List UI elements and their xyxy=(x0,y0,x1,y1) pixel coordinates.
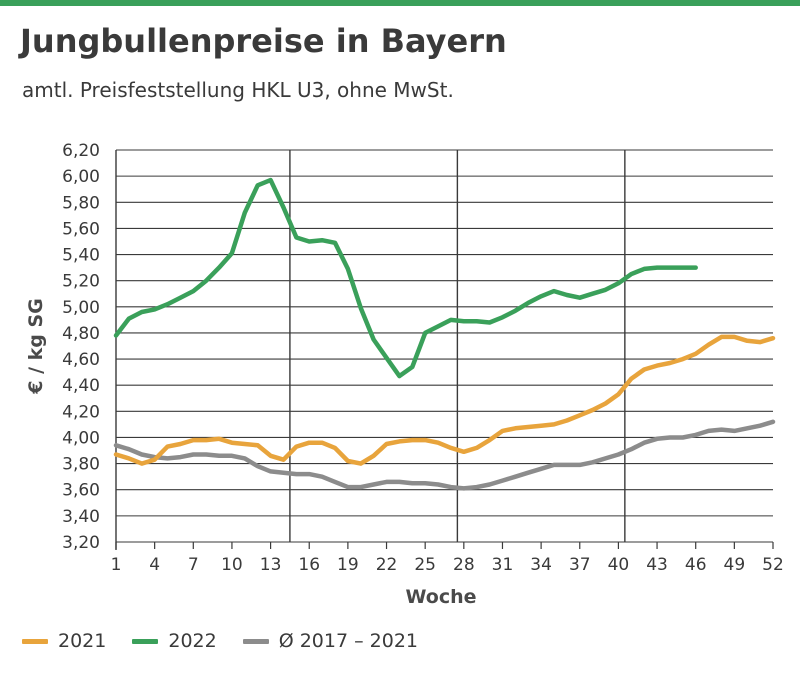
y-tick-label: 4,80 xyxy=(62,324,100,344)
x-tick-label: 4 xyxy=(149,555,160,575)
y-tick-label: 3,20 xyxy=(62,533,100,553)
x-axis-title: Woche xyxy=(405,586,476,608)
x-tick-label: 31 xyxy=(492,555,514,575)
series-line-2021 xyxy=(113,334,776,466)
page-subtitle: amtl. Preisfeststellung HKL U3, ohne MwS… xyxy=(22,78,454,102)
legend-swatch-2021 xyxy=(22,638,48,644)
y-tick-label: 6,00 xyxy=(62,167,100,187)
y-tick-label: 5,20 xyxy=(62,272,100,292)
x-tick-label: 34 xyxy=(530,555,552,575)
series-line-average xyxy=(113,419,776,491)
series-line-2022 xyxy=(113,177,698,379)
x-tick-label: 10 xyxy=(221,555,243,575)
y-tick-label: 5,40 xyxy=(62,246,100,266)
y-tick-label: 4,00 xyxy=(62,428,100,448)
x-tick-label: 1 xyxy=(111,555,122,575)
y-tick-label: 4,20 xyxy=(62,402,100,422)
legend-swatch-average xyxy=(242,638,269,644)
y-tick-label: 3,60 xyxy=(62,481,100,501)
y-tick-label: 5,80 xyxy=(62,193,100,213)
y-tick-label: 5,60 xyxy=(62,219,100,239)
legend-item-2022: 2022 xyxy=(132,630,217,652)
y-tick-label: 4,60 xyxy=(62,350,100,370)
y-tick-label: 3,80 xyxy=(62,455,100,475)
x-tick-label: 52 xyxy=(762,555,784,575)
legend-label-2022: 2022 xyxy=(168,630,217,652)
legend-item-2021: 2021 xyxy=(22,630,106,652)
legend-item-average: Ø 2017 – 2021 xyxy=(242,630,418,652)
y-tick-label: 5,00 xyxy=(62,298,100,318)
legend-label-2021: 2021 xyxy=(58,630,107,652)
chart-legend: 2021 2022 Ø 2017 – 2021 xyxy=(22,630,444,652)
x-tick-label: 37 xyxy=(569,555,591,575)
x-tick-label: 7 xyxy=(188,555,199,575)
x-tick-label: 43 xyxy=(646,555,668,575)
page-title: Jungbullenpreise in Bayern xyxy=(20,22,507,60)
x-tick-label: 16 xyxy=(298,555,320,575)
legend-swatch-2022 xyxy=(132,638,159,644)
x-tick-label: 40 xyxy=(608,555,630,575)
y-tick-label: 3,40 xyxy=(62,507,100,527)
y-tick-label: 6,20 xyxy=(62,141,100,161)
y-axis-title: € / kg SG xyxy=(25,298,47,395)
x-tick-label: 25 xyxy=(414,555,436,575)
x-tick-label: 46 xyxy=(685,555,707,575)
x-tick-label: 49 xyxy=(724,555,746,575)
x-tick-label: 13 xyxy=(260,555,282,575)
x-tick-label: 28 xyxy=(453,555,475,575)
x-tick-label: 19 xyxy=(337,555,359,575)
top-accent-bar xyxy=(0,0,800,6)
y-tick-label: 4,40 xyxy=(62,376,100,396)
legend-label-average: Ø 2017 – 2021 xyxy=(278,630,418,652)
x-tick-label: 22 xyxy=(376,555,398,575)
